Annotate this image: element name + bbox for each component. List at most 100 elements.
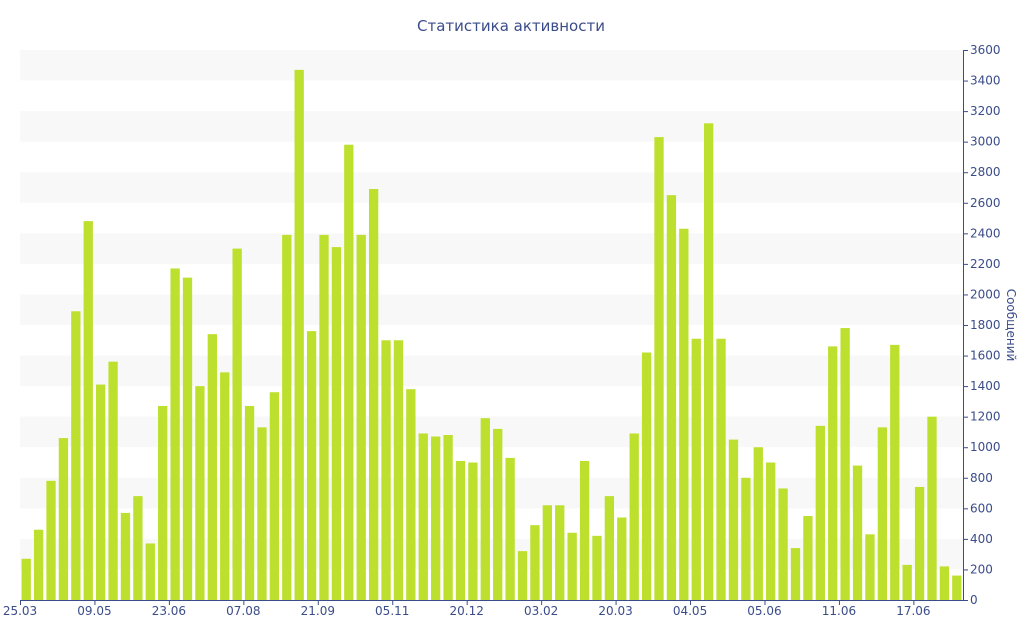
y-tick-label: 3600 — [970, 43, 1001, 57]
bar[interactable] — [493, 428, 503, 600]
bar[interactable] — [604, 496, 615, 600]
bar[interactable] — [790, 548, 801, 600]
bar[interactable] — [319, 234, 329, 601]
bar[interactable] — [356, 234, 366, 601]
bar[interactable] — [641, 352, 652, 601]
bar[interactable] — [617, 517, 627, 601]
y-axis-ticks: 0 200 400 600 800 1000 1200 1400 1600 1800 2000 220… — [963, 43, 1001, 607]
y-tick-label: 2000 — [970, 287, 1001, 301]
y-tick-label: 3400 — [970, 74, 1001, 88]
bar[interactable] — [207, 334, 217, 600]
x-tick-label: 04.05 — [673, 604, 707, 618]
bar[interactable] — [803, 515, 813, 600]
bar[interactable] — [530, 525, 540, 600]
y-tick-label: 0 — [970, 593, 978, 607]
bar[interactable] — [877, 427, 888, 600]
x-tick-label: 20.03 — [598, 604, 632, 618]
bar[interactable] — [542, 505, 552, 600]
y-tick-label: 800 — [970, 471, 993, 485]
chart-title: Статистика активности — [417, 17, 605, 35]
bar[interactable] — [71, 311, 81, 600]
y-tick-label: 2600 — [970, 196, 1001, 210]
grid-band — [20, 355, 963, 387]
bar[interactable] — [244, 405, 255, 600]
bar[interactable] — [629, 433, 639, 600]
bar[interactable] — [120, 512, 131, 600]
bar[interactable] — [778, 488, 788, 600]
bar[interactable] — [480, 418, 490, 600]
bar[interactable] — [331, 247, 342, 600]
bar[interactable] — [691, 338, 701, 600]
bar[interactable] — [344, 144, 354, 600]
bar[interactable] — [182, 277, 193, 600]
y-axis-label: Сообщений — [1004, 289, 1018, 362]
x-tick-label: 09.05 — [77, 604, 111, 618]
bar[interactable] — [679, 228, 689, 600]
bar[interactable] — [282, 234, 292, 601]
bar[interactable] — [567, 532, 577, 600]
bar[interactable] — [33, 529, 44, 600]
bar[interactable] — [232, 248, 242, 601]
y-tick-label: 1600 — [970, 349, 1001, 363]
bar[interactable] — [83, 221, 93, 601]
bar[interactable] — [220, 372, 230, 600]
bar[interactable] — [592, 535, 602, 600]
bar[interactable] — [468, 462, 478, 601]
bar[interactable] — [890, 344, 900, 600]
bar[interactable] — [269, 392, 280, 600]
bar[interactable] — [952, 575, 962, 600]
bar[interactable] — [666, 195, 677, 600]
bar[interactable] — [443, 435, 453, 600]
bar[interactable] — [828, 346, 838, 600]
bar[interactable] — [455, 460, 466, 600]
bar[interactable] — [505, 457, 515, 600]
bar[interactable] — [306, 331, 317, 600]
bar[interactable] — [257, 427, 267, 600]
x-tick-label: 25.03 — [3, 604, 37, 618]
x-axis-ticks: 25.03 09.05 23.06 07.08 21.09 05.11 20.12 03.02… — [3, 600, 931, 618]
x-tick-label: 21.09 — [301, 604, 335, 618]
bar[interactable] — [21, 558, 31, 600]
bar[interactable] — [654, 137, 664, 600]
grid-band — [20, 172, 963, 203]
bar[interactable] — [406, 389, 416, 600]
bar[interactable] — [939, 566, 950, 600]
bar[interactable] — [914, 486, 925, 600]
bar[interactable] — [716, 338, 726, 600]
bar[interactable] — [815, 425, 825, 600]
bar[interactable] — [766, 462, 776, 601]
x-tick-label: 20.12 — [450, 604, 484, 618]
bar[interactable] — [58, 438, 69, 600]
bar[interactable] — [133, 496, 143, 600]
y-tick-label: 1000 — [970, 440, 1001, 454]
bar[interactable] — [517, 551, 528, 600]
bar[interactable] — [108, 361, 118, 600]
bar[interactable] — [418, 433, 428, 600]
x-tick-label: 03.02 — [524, 604, 558, 618]
bar[interactable] — [170, 268, 180, 600]
bar[interactable] — [195, 386, 205, 600]
bar[interactable] — [902, 564, 912, 600]
bar[interactable] — [145, 543, 155, 600]
bar[interactable] — [852, 465, 863, 600]
bar[interactable] — [927, 416, 937, 600]
bar[interactable] — [703, 123, 714, 600]
y-tick-label: 2800 — [970, 165, 1001, 179]
bar[interactable] — [431, 436, 441, 600]
grid-band — [20, 294, 963, 325]
bar[interactable] — [96, 384, 106, 600]
bar[interactable] — [579, 460, 590, 600]
bar[interactable] — [865, 534, 875, 600]
bar[interactable] — [381, 340, 391, 600]
bar[interactable] — [753, 447, 763, 600]
bar[interactable] — [728, 439, 739, 600]
bar[interactable] — [46, 480, 56, 600]
bar[interactable] — [368, 189, 379, 600]
bar[interactable] — [741, 477, 751, 600]
bar[interactable] — [840, 328, 850, 600]
bar-series — [21, 69, 962, 601]
bar[interactable] — [158, 405, 168, 600]
bar[interactable] — [393, 340, 404, 600]
bar[interactable] — [294, 69, 304, 601]
bar[interactable] — [555, 505, 565, 600]
